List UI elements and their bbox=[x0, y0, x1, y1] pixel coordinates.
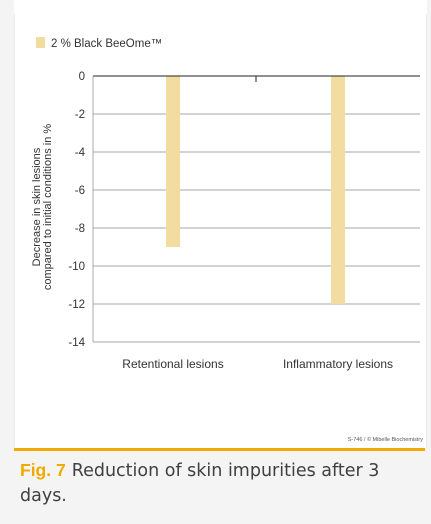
x-tick-label: Retentional lesions bbox=[122, 357, 223, 371]
legend-label: 2 % Black BeeOme™ bbox=[51, 38, 162, 50]
bar bbox=[331, 76, 345, 304]
y-axis-label-line2: compared to initial conditions in % bbox=[42, 124, 54, 291]
x-tick-labels: Retentional lesions Inflammatory lesions bbox=[122, 357, 393, 371]
figure-number: Fig. 7 bbox=[20, 460, 66, 480]
frame-left bbox=[0, 0, 14, 524]
y-tick-label: 0 bbox=[79, 71, 85, 83]
y-tick-labels: 0 -2 -4 -6 -8 -10 -12 -14 bbox=[68, 71, 85, 349]
bars bbox=[166, 76, 345, 304]
caption-background bbox=[14, 451, 425, 524]
y-tick-label: -14 bbox=[68, 337, 85, 349]
chart-legend: 2 % Black BeeOme™ bbox=[36, 37, 162, 50]
x-tick-label: Inflammatory lesions bbox=[283, 357, 393, 371]
caption-text: Reduction of skin impurities after 3 day… bbox=[20, 461, 380, 506]
y-tick-label: -12 bbox=[68, 299, 85, 311]
figure-panel bbox=[14, 0, 427, 448]
y-tick-label: -4 bbox=[75, 147, 86, 159]
bar-chart: 2 % Black BeeOme™ Decrease in skin lesio… bbox=[31, 37, 420, 371]
legend-swatch bbox=[36, 37, 45, 48]
y-tick-label: -10 bbox=[68, 261, 85, 273]
y-tick-label: -6 bbox=[75, 185, 85, 197]
y-tick-label: -2 bbox=[75, 109, 85, 121]
figure-caption: Fig. 7 Reduction of skin impurities after… bbox=[20, 458, 416, 509]
y-tick-label: -8 bbox=[75, 223, 85, 235]
frame-right bbox=[425, 0, 431, 524]
y-axis-label: Decrease in skin lesions compared to ini… bbox=[31, 124, 54, 291]
gridlines bbox=[92, 75, 420, 343]
y-axis-label-line1: Decrease in skin lesions bbox=[31, 147, 43, 266]
accent-rule bbox=[14, 448, 425, 451]
bar bbox=[166, 76, 180, 247]
copyright-credit: S-746 / © Mibelle Biochemistry bbox=[347, 437, 423, 443]
